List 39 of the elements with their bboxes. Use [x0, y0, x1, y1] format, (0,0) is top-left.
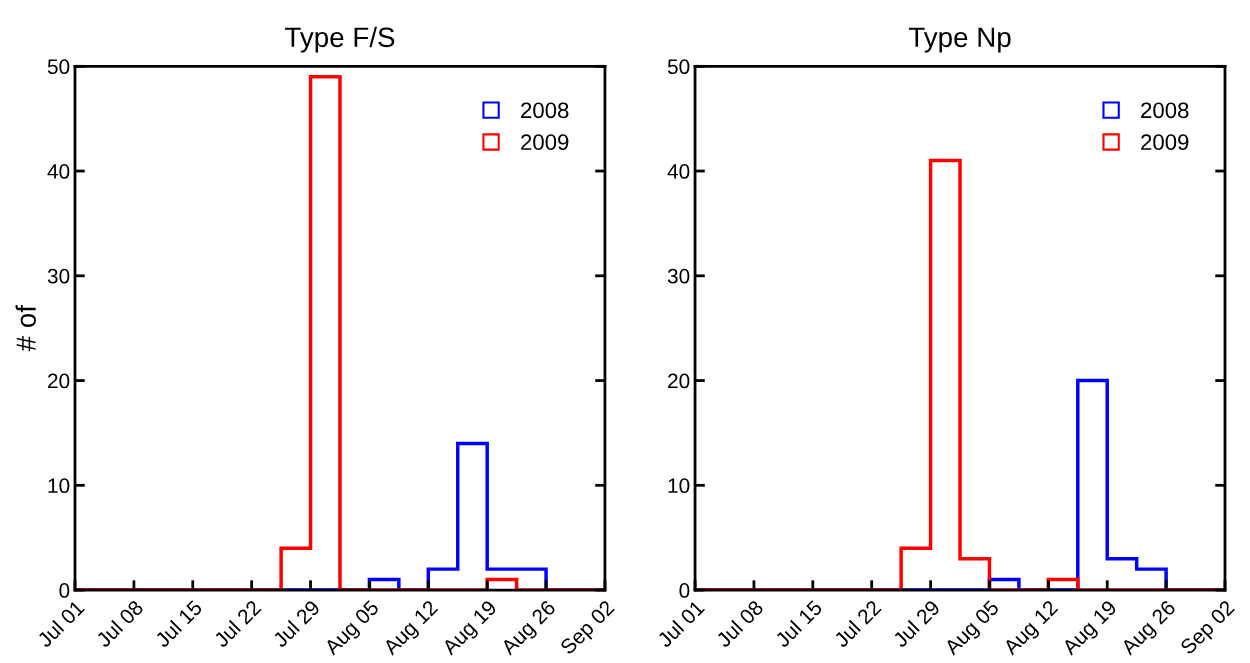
x-tick-label: Aug 12 [382, 599, 442, 659]
x-tick-label: Jul 15 [773, 599, 824, 649]
y-tick-label: 20 [48, 373, 70, 389]
y-tick-label: 50 [667, 59, 690, 75]
x-tick-label: Jul 15 [153, 599, 203, 649]
x-tick-label: Jul 29 [891, 599, 941, 649]
x-tick-label: Aug 12 [1002, 599, 1062, 659]
x-tick-label: Jul 22 [832, 599, 882, 649]
chart-title: Type Np [908, 27, 1011, 53]
x-tick-label: Sep 02 [1179, 599, 1238, 659]
y-tick-label: 40 [47, 164, 70, 179]
y-tick-label: 30 [47, 268, 70, 284]
y-axis-title: # of [15, 304, 36, 352]
y-tick-label: 40 [667, 164, 690, 179]
x-tick-label: Jul 08 [94, 599, 145, 649]
x-tick-label: Jul 01 [35, 599, 86, 649]
y-tick-label: 30 [667, 268, 690, 284]
x-tick-label: Jul 01 [655, 599, 706, 649]
x-tick-label: Aug 05 [323, 599, 383, 659]
legend-label: 2008 [521, 102, 569, 119]
legend-label: 2009 [1141, 134, 1189, 150]
y-tick-label: 0 [679, 583, 690, 598]
x-tick-label: Jul 22 [212, 599, 262, 649]
y-tick-label: 10 [48, 478, 70, 494]
x-tick-label: Jul 29 [271, 599, 321, 649]
legend-label: 2009 [521, 134, 569, 150]
y-tick-label: 20 [668, 373, 690, 389]
x-tick-label: Aug 19 [1060, 599, 1121, 659]
x-tick-label: Jul 08 [714, 599, 765, 649]
y-tick-label: 10 [668, 478, 690, 494]
x-tick-label: Sep 02 [559, 599, 618, 659]
chart-title: Type F/S [285, 26, 395, 53]
x-tick-label: Aug 05 [943, 599, 1003, 659]
x-tick-label: Aug 26 [1119, 599, 1180, 659]
y-tick-label: 50 [47, 59, 70, 75]
y-tick-label: 0 [59, 583, 70, 598]
x-tick-label: Aug 19 [440, 599, 501, 659]
legend-label: 2008 [1141, 102, 1189, 119]
x-tick-label: Aug 26 [499, 599, 560, 659]
